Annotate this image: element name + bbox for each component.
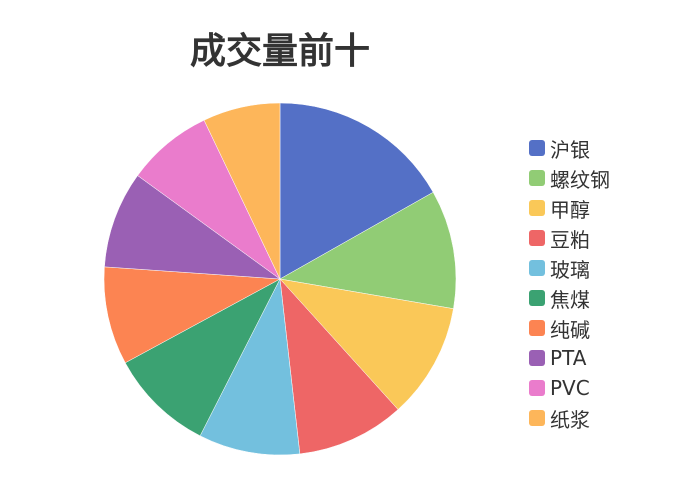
legend-item[interactable]: 焦煤 <box>529 283 610 313</box>
legend-label: 纸浆 <box>550 407 590 432</box>
legend-item[interactable]: 豆粕 <box>529 223 610 253</box>
legend-label: 玻璃 <box>550 257 590 282</box>
pie-slice-7[interactable] <box>103 266 281 364</box>
legend-swatch <box>529 230 545 246</box>
legend-swatch <box>529 170 545 186</box>
pie-slice-2[interactable] <box>279 191 457 310</box>
legend-label: 焦煤 <box>550 287 590 312</box>
legend-swatch <box>529 260 545 276</box>
legend-item[interactable]: 玻璃 <box>529 253 610 283</box>
legend-item[interactable]: PVC <box>529 373 610 403</box>
legend-label: 螺纹钢 <box>550 167 610 192</box>
legend-swatch <box>529 200 545 216</box>
legend-item[interactable]: 纯碱 <box>529 313 610 343</box>
legend-label: 纯碱 <box>550 317 590 342</box>
chart-title: 成交量前十 <box>189 31 370 72</box>
legend-swatch <box>529 140 545 156</box>
pie-slice-10[interactable] <box>203 102 281 280</box>
pie-slice-5[interactable] <box>199 278 301 456</box>
legend-label: PVC <box>550 376 590 400</box>
legend-label: PTA <box>550 346 587 370</box>
pie-slice-1[interactable] <box>279 102 434 280</box>
legend-item[interactable]: 螺纹钢 <box>529 163 610 193</box>
pie-slice-8[interactable] <box>104 175 281 280</box>
legend-label: 沪银 <box>550 137 590 162</box>
legend-swatch <box>529 320 545 336</box>
legend-swatch <box>529 380 545 396</box>
legend-item[interactable]: PTA <box>529 343 610 373</box>
legend-swatch <box>529 410 545 426</box>
legend-item[interactable]: 甲醇 <box>529 193 610 223</box>
pie-slice-4[interactable] <box>279 278 399 455</box>
legend-swatch <box>529 350 545 366</box>
legend-swatch <box>529 290 545 306</box>
legend: 沪银螺纹钢甲醇豆粕玻璃焦煤纯碱 PTA PVC 纸浆 <box>529 133 610 433</box>
legend-item[interactable]: 沪银 <box>529 133 610 163</box>
legend-label: 豆粕 <box>550 227 590 252</box>
pie-slice-6[interactable] <box>124 278 281 437</box>
legend-item[interactable]: 纸浆 <box>529 403 610 433</box>
pie-slice-3[interactable] <box>279 278 454 410</box>
legend-label: 甲醇 <box>550 197 590 222</box>
